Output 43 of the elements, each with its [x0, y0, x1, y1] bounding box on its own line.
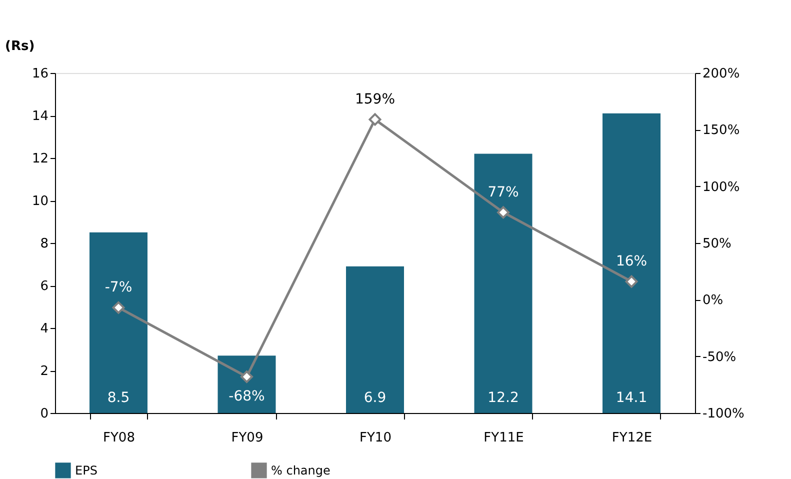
- y2-tick-label: 200%: [702, 66, 740, 82]
- bar: [89, 232, 148, 413]
- y2-tick-label: -100%: [702, 406, 744, 422]
- bar: [602, 113, 661, 413]
- bar: [218, 356, 276, 413]
- y-axis-title: (Rs): [5, 39, 35, 54]
- data-label: 16%: [616, 254, 648, 270]
- data-label: 14.1: [616, 390, 648, 406]
- point: [368, 113, 382, 126]
- data-label: 77%: [488, 184, 519, 200]
- y-tick-label: 8: [40, 236, 48, 252]
- y-tick-label: 2: [40, 364, 48, 379]
- data-label: -7%: [104, 280, 132, 296]
- y2-tick-label: -50%: [702, 350, 736, 365]
- bar: [474, 154, 532, 413]
- x-tick-label: FY10: [360, 430, 392, 446]
- y2-tick-label: 150%: [702, 123, 740, 138]
- y-tick-label: 16: [32, 66, 48, 82]
- y2-tick-label: 50%: [702, 236, 732, 252]
- y-tick-label: 12: [32, 152, 48, 166]
- point: [497, 206, 510, 219]
- bar: [346, 266, 404, 413]
- point: [112, 301, 125, 314]
- y2-tick-label: 100%: [702, 180, 740, 195]
- y-tick-label: 6: [40, 279, 48, 294]
- y-tick-label: 0: [40, 406, 48, 422]
- point: [240, 370, 253, 383]
- x-tick-label: FY09: [231, 430, 264, 446]
- data-label: -68%: [228, 388, 265, 405]
- data-label: 8.5: [107, 390, 130, 406]
- x-tick-label: FY12E: [612, 430, 652, 446]
- x-tick-label: FY08: [103, 430, 135, 446]
- y-tick-label: 4: [40, 322, 48, 336]
- data-label: 12.2: [488, 390, 519, 406]
- legend-label: % change: [271, 463, 330, 478]
- y-tick-label: 10: [32, 194, 48, 209]
- y2-tick-label: 0%: [702, 293, 724, 308]
- y-tick-label: 14: [32, 109, 48, 124]
- data-label: 159%: [354, 91, 396, 108]
- point: [625, 275, 638, 288]
- legend-label: EPS: [75, 463, 98, 478]
- data-label: 6.9: [364, 390, 386, 406]
- x-tick-label: FY11E: [484, 430, 524, 446]
